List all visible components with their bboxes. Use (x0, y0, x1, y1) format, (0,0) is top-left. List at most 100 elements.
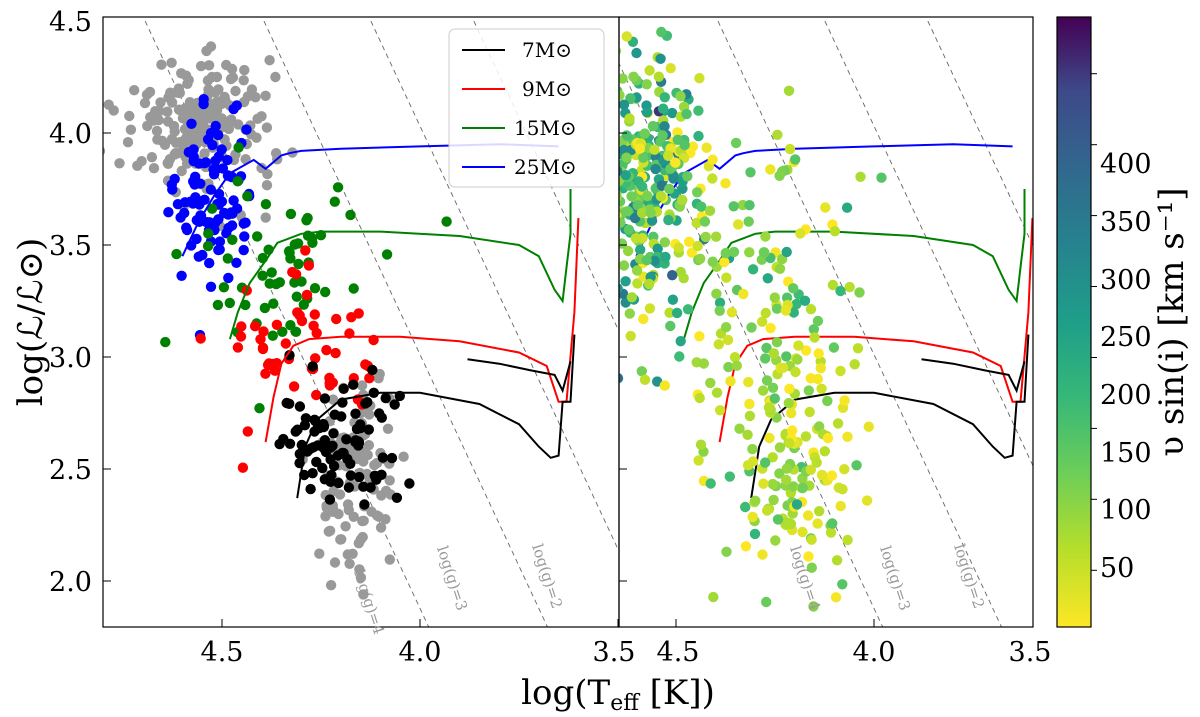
y-tick-label: 2.5 (49, 455, 92, 486)
point-cool-lower (721, 546, 732, 557)
point-cool-lower (705, 478, 716, 489)
point-7Msun (404, 478, 415, 489)
point-7Msun (278, 433, 289, 445)
point-hot-cluster (660, 251, 671, 263)
point-25Msun (205, 281, 217, 292)
point-gray-lower (328, 485, 339, 497)
point-gray-lower (376, 490, 387, 501)
point-cool-lower (760, 457, 771, 468)
point-7Msun (377, 452, 389, 463)
point-hot-cluster (657, 103, 669, 114)
point-cool-lower (771, 337, 783, 348)
point-mid-spread (828, 342, 840, 353)
point-hot-cluster (608, 134, 618, 144)
point-mid-spread (854, 287, 865, 298)
point-mid-spread (783, 85, 795, 97)
iso-label-logg2-left: log(g)=2 (528, 542, 566, 611)
point-hot-cluster (626, 191, 637, 202)
point-cool-lower (811, 457, 822, 468)
point-mid-spread (771, 303, 783, 314)
point-9Msun (236, 321, 247, 332)
point-cool-lower (825, 527, 837, 538)
point-cool-lower (835, 500, 846, 512)
point-gray-upper (233, 119, 244, 130)
point-cool-lower (861, 495, 873, 506)
point-gray-upper (242, 91, 254, 102)
point-gray-lower (357, 515, 368, 527)
x-axis-title: log(Teff [K]) (521, 673, 715, 716)
point-hot-cluster (624, 308, 635, 319)
point-hot-cluster (593, 258, 603, 268)
point-mid-spread (788, 283, 799, 294)
point-hot-cluster (601, 214, 611, 224)
point-gray-upper (151, 125, 163, 137)
point-25Msun (207, 139, 218, 151)
point-15Msun (285, 320, 296, 331)
point-25Msun (228, 195, 239, 206)
point-hot-cluster (621, 152, 632, 163)
point-9Msun (300, 245, 311, 256)
point-15Msun (381, 249, 393, 260)
point-mid-spread (704, 205, 716, 216)
point-gray-upper (156, 59, 167, 70)
point-15Msun (441, 216, 452, 227)
point-gray-upper (176, 165, 187, 177)
point-hot-cluster (665, 62, 676, 74)
point-15Msun (202, 240, 214, 252)
point-gray-upper (103, 99, 114, 110)
point-9Msun (310, 353, 321, 364)
point-7Msun (376, 412, 387, 423)
point-cool-lower (813, 348, 824, 359)
point-hot-cluster (652, 243, 663, 254)
point-cool-lower (783, 397, 794, 409)
point-cool-lower (762, 505, 773, 516)
point-hot-cluster (632, 278, 643, 289)
point-hot-cluster (678, 0, 688, 10)
point-hot-cluster (609, 156, 619, 166)
point-hot-cluster (647, 120, 659, 132)
point-gray-upper (155, 97, 166, 108)
point-mid-spread (774, 263, 786, 274)
point-hot-cluster (620, 170, 631, 181)
point-25Msun (169, 173, 180, 185)
point-mid-spread (800, 345, 812, 356)
point-gray-lower (355, 534, 366, 545)
point-mid-spread (772, 129, 783, 140)
point-cool-lower (742, 460, 754, 471)
point-hot-cluster (655, 190, 667, 202)
point-hot-cluster (622, 245, 634, 257)
point-gray-upper (148, 163, 160, 174)
point-9Msun (331, 313, 342, 325)
point-hot-cluster (619, 260, 630, 271)
point-25Msun (231, 257, 242, 268)
point-gray-lower (364, 409, 375, 420)
point-mid-spread (835, 285, 846, 297)
point-hot-cluster (635, 244, 646, 255)
point-9Msun (195, 333, 206, 344)
y-tick-label: 2.0 (49, 567, 92, 598)
y-tick-label: 3.5 (49, 231, 92, 262)
point-gray-upper (184, 97, 196, 108)
point-mid-spread (841, 202, 853, 213)
point-mid-spread (639, 374, 651, 385)
point-7Msun (327, 440, 338, 451)
point-mid-spread (722, 334, 734, 346)
point-9Msun (257, 343, 269, 355)
point-hot-cluster (659, 237, 670, 248)
point-cool-lower (793, 340, 804, 351)
point-mid-spread (701, 142, 712, 153)
point-hot-cluster (681, 108, 692, 120)
x-tick-label: 4.0 (853, 637, 896, 668)
point-cool-lower (805, 304, 817, 315)
point-cool-lower (851, 460, 862, 471)
point-15Msun (242, 191, 253, 202)
point-hot-cluster (632, 200, 643, 211)
point-hot-cluster (657, 130, 668, 141)
point-15Msun (260, 199, 272, 210)
point-gray-upper (221, 59, 232, 71)
point-mid-spread (645, 207, 656, 218)
x-tick-label: 3.5 (1009, 637, 1052, 668)
point-25Msun (190, 192, 201, 203)
point-mid-spread (707, 256, 718, 267)
point-15Msun (160, 336, 171, 348)
